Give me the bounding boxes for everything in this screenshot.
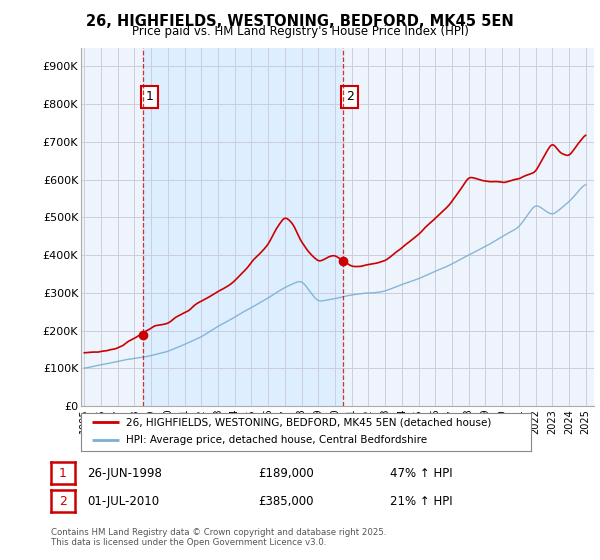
Text: 2: 2 (59, 494, 67, 508)
Text: 26, HIGHFIELDS, WESTONING, BEDFORD, MK45 5EN: 26, HIGHFIELDS, WESTONING, BEDFORD, MK45… (86, 14, 514, 29)
Text: HPI: Average price, detached house, Central Bedfordshire: HPI: Average price, detached house, Cent… (126, 435, 427, 445)
Text: Price paid vs. HM Land Registry's House Price Index (HPI): Price paid vs. HM Land Registry's House … (131, 25, 469, 38)
Text: 21% ↑ HPI: 21% ↑ HPI (390, 494, 452, 508)
Text: 47% ↑ HPI: 47% ↑ HPI (390, 466, 452, 480)
Text: 26, HIGHFIELDS, WESTONING, BEDFORD, MK45 5EN (detached house): 26, HIGHFIELDS, WESTONING, BEDFORD, MK45… (126, 417, 491, 427)
Text: Contains HM Land Registry data © Crown copyright and database right 2025.
This d: Contains HM Land Registry data © Crown c… (51, 528, 386, 547)
Text: 1: 1 (145, 90, 153, 103)
Text: 01-JUL-2010: 01-JUL-2010 (87, 494, 159, 508)
Text: 2: 2 (346, 90, 354, 103)
Bar (143, 48, 343, 406)
Text: 1: 1 (59, 466, 67, 480)
Text: £189,000: £189,000 (258, 466, 314, 480)
Text: £385,000: £385,000 (258, 494, 314, 508)
Text: 26-JUN-1998: 26-JUN-1998 (87, 466, 162, 480)
